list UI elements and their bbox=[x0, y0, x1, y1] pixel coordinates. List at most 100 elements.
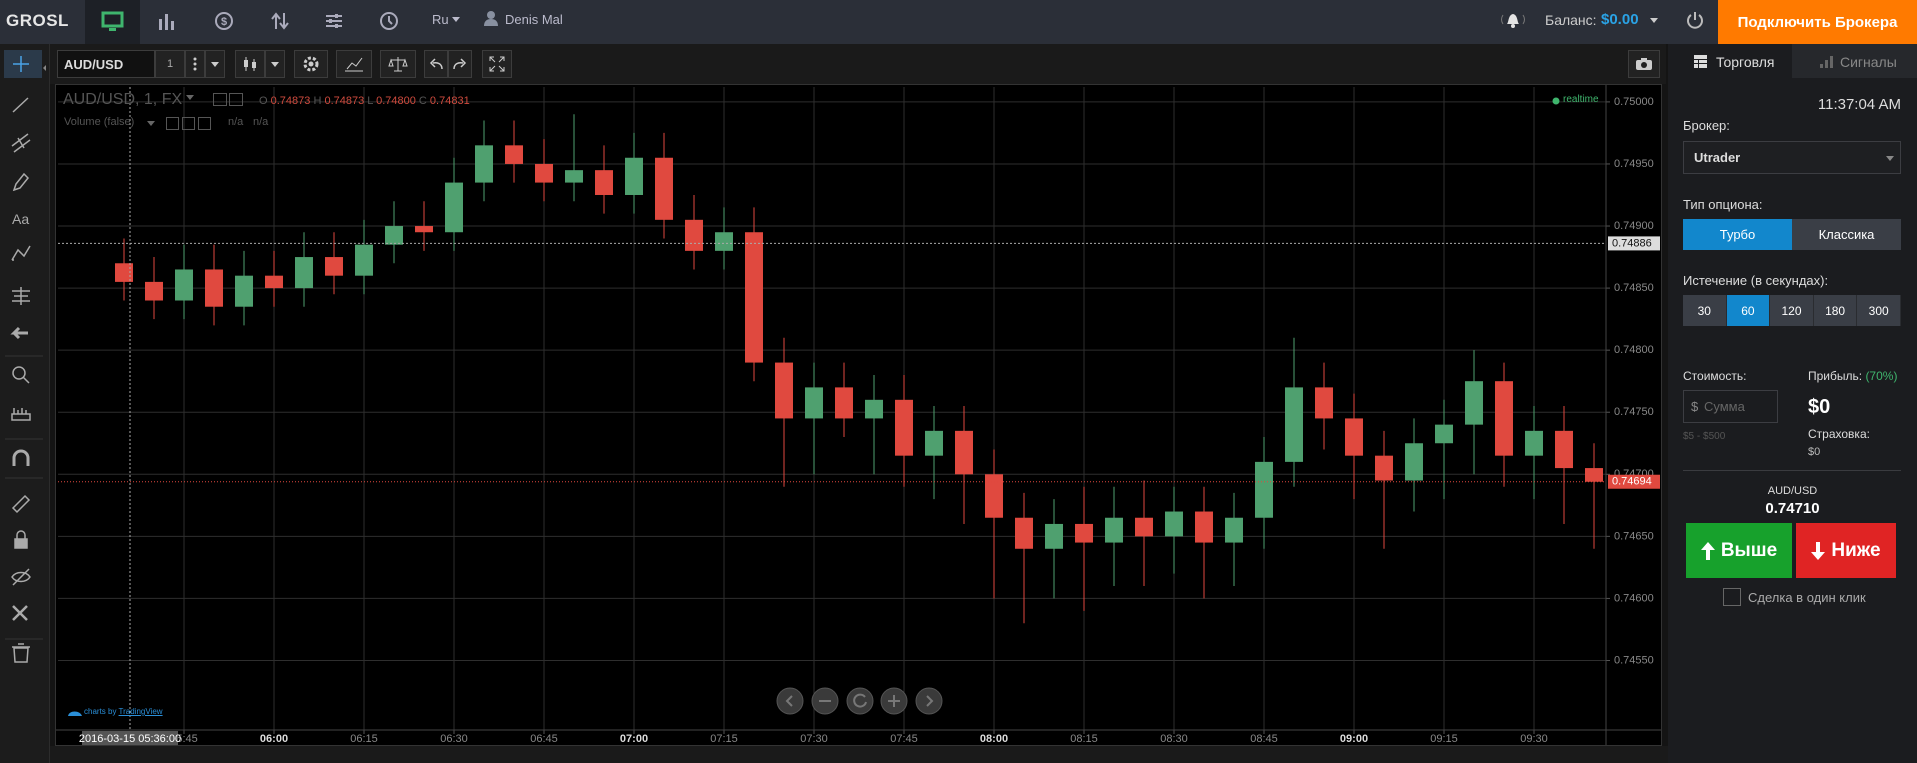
candle-body bbox=[385, 226, 403, 245]
candle-body bbox=[625, 157, 643, 195]
tab-label[interactable]: Сигналы bbox=[1840, 54, 1897, 70]
fullscreen-button[interactable] bbox=[482, 50, 512, 78]
tab-active[interactable] bbox=[1668, 44, 1792, 78]
pencil-tool[interactable] bbox=[11, 494, 31, 514]
user-name[interactable]: Denis Mal bbox=[505, 12, 563, 27]
symbol-input[interactable]: AUD/USD bbox=[57, 50, 155, 78]
icon-part bbox=[1886, 156, 1894, 161]
expiry-button[interactable]: 300 bbox=[1857, 295, 1901, 326]
logo[interactable]: GROSL bbox=[6, 11, 69, 30]
settings-icon[interactable] bbox=[324, 11, 344, 31]
chart: 0.745500.746000.746500.747000.747500.748… bbox=[56, 85, 1661, 745]
compare-button[interactable] bbox=[380, 50, 416, 78]
scroll-left-button[interactable] bbox=[776, 687, 804, 715]
one-click-checkbox[interactable] bbox=[1723, 588, 1741, 606]
reset-button[interactable] bbox=[846, 687, 874, 715]
candle-body bbox=[1315, 387, 1333, 419]
expand-caret bbox=[43, 65, 46, 71]
connect-broker-button[interactable]: Подключить Брокера bbox=[1718, 0, 1917, 44]
expiry-button[interactable]: 120 bbox=[1770, 295, 1814, 326]
last-price-box bbox=[1608, 474, 1660, 489]
option-type-button[interactable]: Классика bbox=[1792, 219, 1901, 250]
arrow-tool[interactable] bbox=[10, 326, 28, 340]
insurance: $0 bbox=[1808, 446, 1821, 458]
candle-body bbox=[835, 387, 853, 419]
scroll-right-button[interactable] bbox=[915, 687, 943, 715]
x-tick-label: 06:45 bbox=[530, 733, 558, 745]
volume-buttons[interactable] bbox=[166, 117, 212, 131]
interval-menu[interactable] bbox=[185, 50, 205, 78]
lock-tool[interactable] bbox=[14, 538, 28, 549]
attribution-link[interactable]: TradingView bbox=[118, 707, 163, 716]
amount-input[interactable] bbox=[1683, 390, 1778, 423]
measure-tool[interactable] bbox=[12, 287, 30, 305]
undo-button[interactable] bbox=[424, 50, 448, 78]
active-tab[interactable] bbox=[85, 0, 140, 44]
up-label: Выше bbox=[1720, 539, 1778, 561]
bell-icon[interactable] bbox=[1500, 9, 1526, 31]
candle-body bbox=[355, 244, 373, 276]
language[interactable]: Ru bbox=[432, 12, 449, 27]
magnet-tool[interactable] bbox=[12, 449, 30, 466]
icon-part bbox=[487, 11, 495, 19]
redo-button[interactable] bbox=[448, 50, 472, 78]
up-button[interactable]: Выше bbox=[1686, 523, 1792, 578]
chart-title: AUD/USD, 1, FX bbox=[63, 91, 183, 108]
candle-body bbox=[175, 269, 193, 301]
currency: $ bbox=[1691, 399, 1699, 414]
icon-part bbox=[101, 11, 124, 28]
chart-style-button[interactable] bbox=[235, 50, 265, 78]
power-icon[interactable] bbox=[1685, 10, 1705, 30]
trendline-tool[interactable] bbox=[12, 97, 29, 113]
balance[interactable]: $0.00 bbox=[1601, 11, 1639, 28]
snapshot-button[interactable] bbox=[1628, 50, 1660, 78]
zoom-controls bbox=[776, 687, 943, 715]
text-tool[interactable]: Aa bbox=[12, 211, 29, 227]
expiry-button[interactable]: 60 bbox=[1726, 295, 1771, 326]
fullscreen-icon bbox=[489, 56, 505, 72]
legend-key: L bbox=[367, 95, 374, 107]
option-type-button[interactable]: Турбо bbox=[1683, 219, 1792, 250]
updown-icon[interactable] bbox=[270, 11, 290, 31]
undo-icon bbox=[429, 58, 443, 70]
title-buttons[interactable] bbox=[213, 93, 245, 107]
caret-button[interactable] bbox=[265, 50, 285, 78]
fib-tool[interactable] bbox=[11, 133, 31, 153]
brush-tool[interactable] bbox=[12, 172, 30, 192]
pattern-tool[interactable] bbox=[11, 245, 31, 261]
tools-tool[interactable] bbox=[12, 605, 28, 621]
down-button[interactable]: Ниже bbox=[1796, 523, 1896, 578]
chart-icon[interactable] bbox=[157, 11, 177, 31]
legend-key: C bbox=[418, 95, 427, 107]
y-tick-label: 0.74800 bbox=[1614, 344, 1654, 356]
dollar-icon[interactable]: $ bbox=[214, 11, 234, 31]
expiry-button[interactable]: 30 bbox=[1683, 295, 1727, 326]
broker-select[interactable] bbox=[1683, 141, 1901, 174]
crosshair-price-box bbox=[1608, 236, 1660, 251]
one-click-label[interactable]: Сделка в один клик bbox=[1748, 590, 1866, 605]
settings-button[interactable] bbox=[294, 50, 328, 78]
legend-value: 0.74831 bbox=[429, 95, 470, 107]
x-tick-label: 07:30 bbox=[800, 733, 828, 745]
tab-label[interactable]: Торговля bbox=[1716, 54, 1775, 70]
trash-tool[interactable] bbox=[12, 643, 30, 663]
caret-button[interactable] bbox=[205, 50, 225, 78]
attribution[interactable]: charts by TradingView bbox=[84, 707, 163, 716]
ruler-tool[interactable] bbox=[11, 408, 31, 421]
x-tick-label: 08:00 bbox=[980, 733, 1008, 745]
interval[interactable]: 1 bbox=[155, 50, 185, 78]
trade-panel: Торговля Сигналы 11:37:04 AM Брокер: Utr… bbox=[1668, 44, 1917, 763]
candle-body bbox=[115, 263, 133, 282]
candle-body bbox=[565, 170, 583, 183]
zoom-tool[interactable] bbox=[12, 366, 26, 380]
profit-percent: (70%) bbox=[1865, 369, 1898, 383]
indicator-icon bbox=[345, 57, 363, 72]
hide-tool[interactable] bbox=[11, 568, 31, 586]
y-tick-label: 0.74550 bbox=[1614, 654, 1654, 666]
indicators-button[interactable] bbox=[336, 50, 372, 78]
expiry-button[interactable]: 180 bbox=[1813, 295, 1858, 326]
history-icon[interactable] bbox=[379, 11, 399, 31]
candle-body bbox=[235, 275, 253, 307]
crosshair-tool[interactable] bbox=[13, 56, 29, 72]
candle-body bbox=[1495, 381, 1513, 456]
